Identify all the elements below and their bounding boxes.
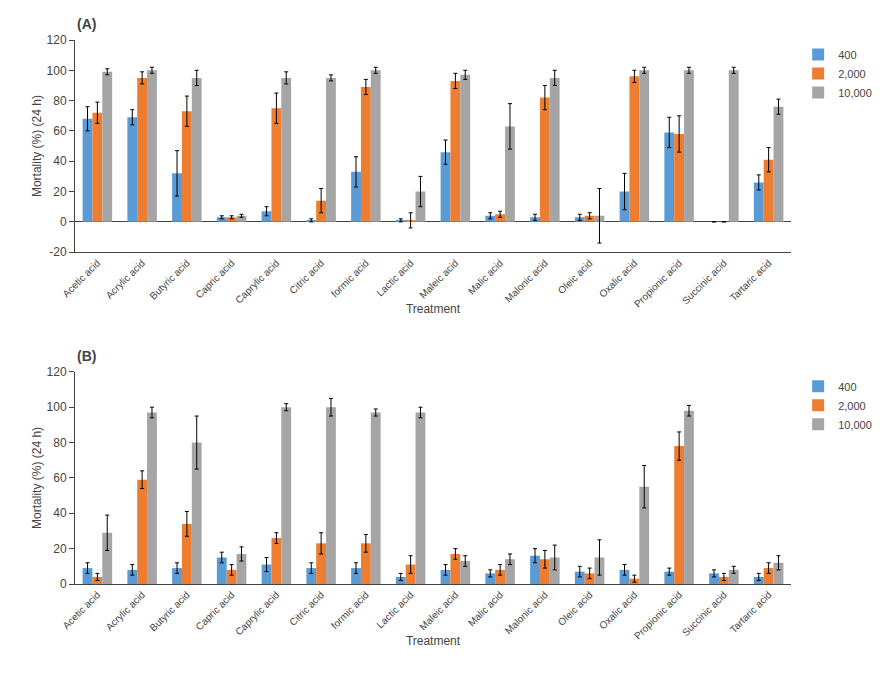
svg-text:Treatment: Treatment: [406, 302, 461, 316]
svg-text:Maleic acid: Maleic acid: [417, 257, 460, 300]
svg-text:Acrylic acid: Acrylic acid: [104, 589, 148, 633]
svg-text:120: 120: [47, 365, 67, 379]
svg-text:Citric acid: Citric acid: [287, 257, 326, 296]
svg-text:Capric acid: Capric acid: [193, 257, 236, 300]
svg-text:Malic acid: Malic acid: [466, 589, 505, 628]
svg-text:10,000: 10,000: [838, 419, 872, 431]
svg-text:Butyric acid: Butyric acid: [148, 589, 192, 633]
svg-text:-20: -20: [49, 245, 67, 259]
svg-text:2,000: 2,000: [838, 68, 866, 80]
svg-text:Propionic acid: Propionic acid: [632, 257, 684, 309]
svg-text:60: 60: [53, 471, 67, 485]
svg-text:10,000: 10,000: [838, 87, 872, 99]
svg-text:20: 20: [53, 542, 67, 556]
svg-text:formic acid: formic acid: [329, 257, 371, 299]
svg-text:Succinic acid: Succinic acid: [680, 257, 729, 306]
svg-text:Mortality (%) (24 h): Mortality (%) (24 h): [30, 427, 44, 529]
svg-text:Oleic acid: Oleic acid: [556, 589, 595, 628]
svg-text:400: 400: [838, 381, 856, 393]
svg-text:Oleic acid: Oleic acid: [556, 257, 595, 296]
svg-text:2,000: 2,000: [838, 400, 866, 412]
svg-text:Butyric acid: Butyric acid: [148, 257, 192, 301]
svg-text:Malonic acid: Malonic acid: [503, 257, 550, 304]
svg-text:20: 20: [53, 185, 67, 199]
svg-text:Capric acid: Capric acid: [193, 589, 236, 632]
svg-text:40: 40: [53, 506, 67, 520]
svg-text:Caprylic acid: Caprylic acid: [233, 589, 281, 637]
svg-text:Acrylic acid: Acrylic acid: [104, 257, 148, 301]
svg-text:Oxalic acid: Oxalic acid: [597, 589, 639, 631]
svg-text:60: 60: [53, 124, 67, 138]
svg-text:Propionic acid: Propionic acid: [632, 589, 684, 641]
svg-text:Treatment: Treatment: [406, 634, 461, 648]
svg-text:Malic acid: Malic acid: [466, 257, 505, 296]
svg-text:(B): (B): [77, 348, 96, 364]
svg-text:120: 120: [47, 33, 67, 47]
svg-text:40: 40: [53, 154, 67, 168]
svg-text:Lactic acid: Lactic acid: [374, 589, 415, 630]
svg-text:0: 0: [60, 577, 67, 591]
svg-text:Caprylic acid: Caprylic acid: [233, 257, 281, 305]
svg-text:Oxalic acid: Oxalic acid: [597, 257, 639, 299]
svg-text:400: 400: [838, 49, 856, 61]
svg-text:Lactic acid: Lactic acid: [374, 257, 415, 298]
svg-text:Succinic acid: Succinic acid: [680, 589, 729, 638]
svg-text:80: 80: [53, 94, 67, 108]
svg-text:0: 0: [60, 215, 67, 229]
svg-text:Maleic acid: Maleic acid: [417, 589, 460, 632]
svg-text:100: 100: [47, 64, 67, 78]
svg-text:80: 80: [53, 436, 67, 450]
svg-text:Mortality (%) (24 h): Mortality (%) (24 h): [30, 95, 44, 197]
svg-text:Malonic acid: Malonic acid: [503, 589, 550, 636]
svg-text:100: 100: [47, 400, 67, 414]
svg-text:Citric acid: Citric acid: [287, 589, 326, 628]
svg-text:(A): (A): [77, 16, 96, 32]
svg-text:Tartaric acid: Tartaric acid: [728, 589, 774, 635]
svg-text:Acetic acid: Acetic acid: [60, 589, 102, 631]
svg-text:formic acid: formic acid: [329, 589, 371, 631]
svg-text:Acetic acid: Acetic acid: [60, 257, 102, 299]
svg-text:Tartaric acid: Tartaric acid: [728, 257, 774, 303]
